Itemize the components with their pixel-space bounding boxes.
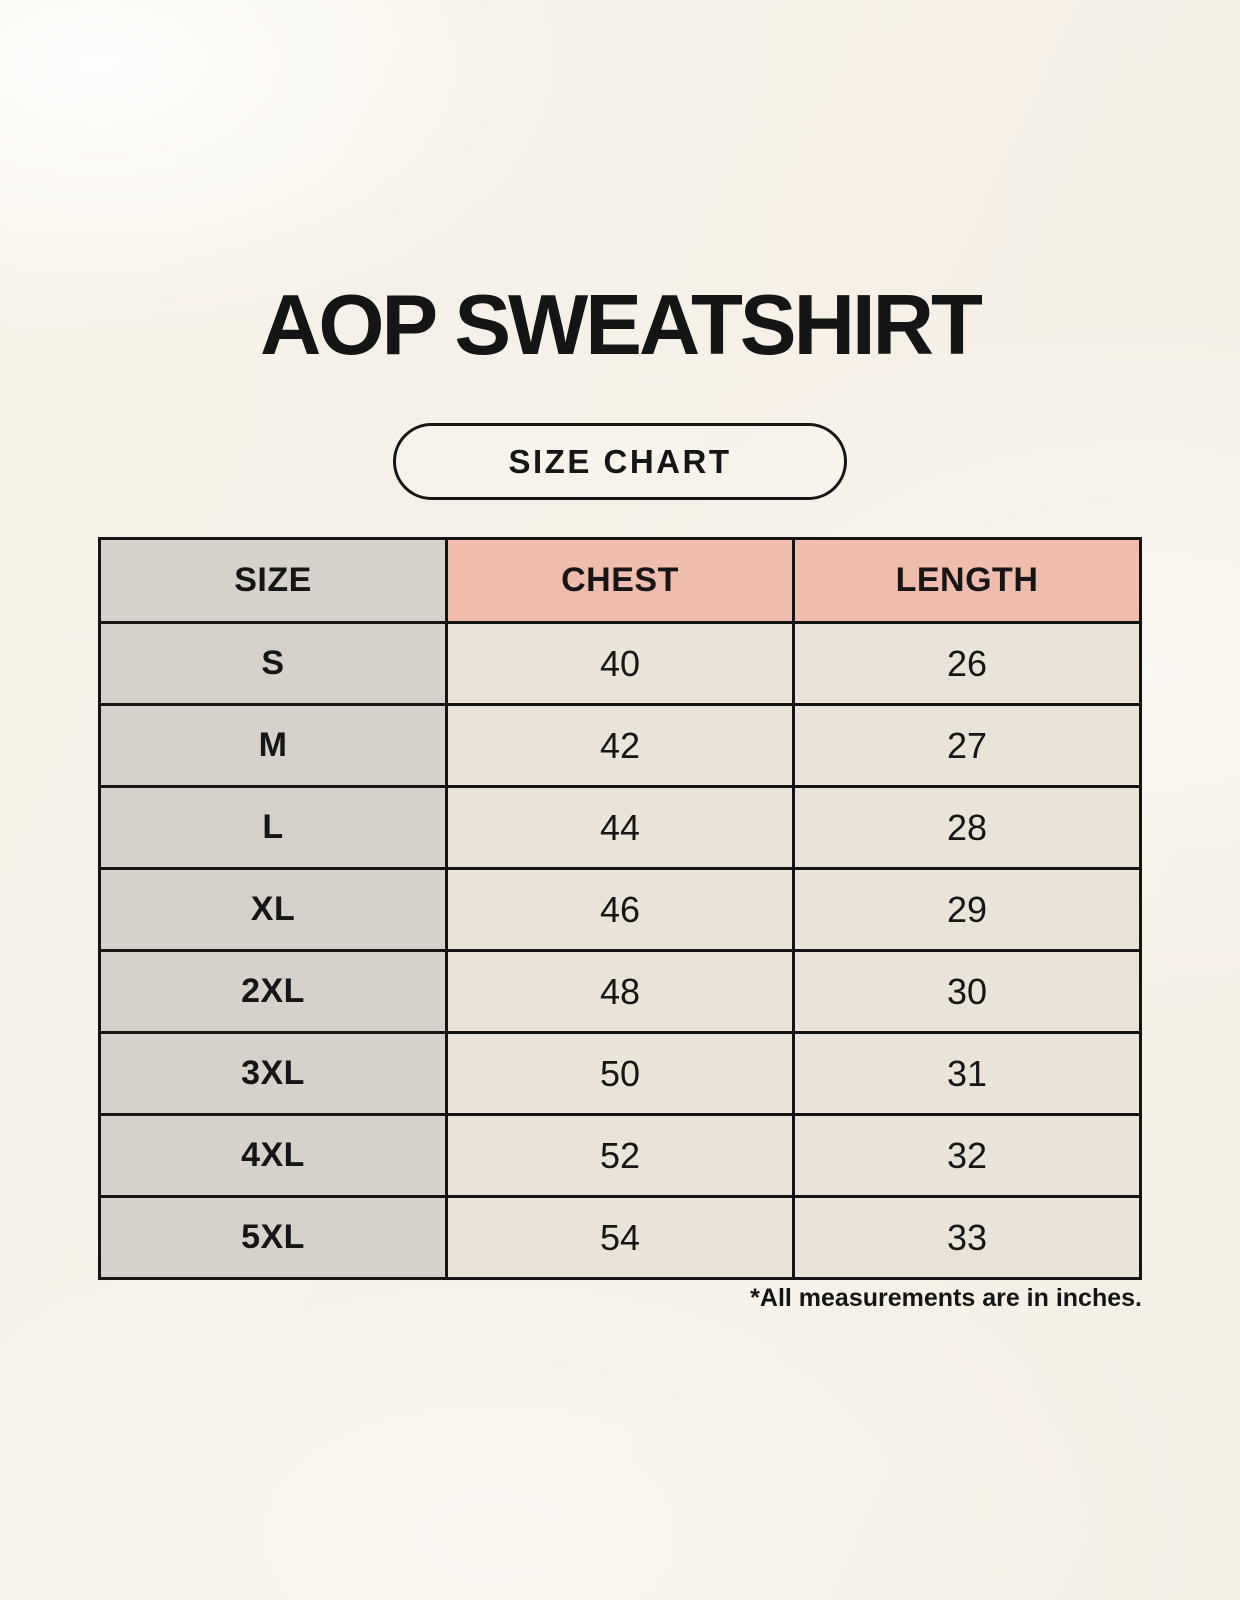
chest-value: 48 — [445, 949, 795, 1034]
size-chart-badge-label: SIZE CHART — [508, 442, 732, 480]
length-value: 33 — [792, 1195, 1142, 1280]
size-chart-table-container: SIZE CHEST LENGTH S 40 26 M 42 27 L 44 2… — [98, 537, 1142, 1280]
column-header-size: SIZE — [98, 537, 448, 624]
size-cell: M — [98, 703, 448, 788]
length-value: 30 — [792, 949, 1142, 1034]
chest-value: 40 — [445, 621, 795, 706]
page-title: AOP SWEATSHIRT — [260, 278, 983, 373]
table-row-4xl: 4XL 52 32 — [98, 1113, 1142, 1198]
table-row-l: L 44 28 — [98, 785, 1142, 870]
table-row-xl: XL 46 29 — [98, 867, 1142, 952]
length-value: 27 — [792, 703, 1142, 788]
chest-value: 50 — [445, 1031, 795, 1116]
size-cell: 5XL — [98, 1195, 448, 1280]
size-cell: L — [98, 785, 448, 870]
column-header-chest: CHEST — [445, 537, 795, 624]
length-value: 28 — [792, 785, 1142, 870]
column-header-length: LENGTH — [792, 537, 1142, 624]
table-row-5xl: 5XL 54 33 — [98, 1195, 1142, 1280]
size-chart-badge: SIZE CHART — [393, 423, 847, 500]
chest-value: 46 — [445, 867, 795, 952]
length-value: 31 — [792, 1031, 1142, 1116]
table-row-2xl: 2XL 48 30 — [98, 949, 1142, 1034]
table-row-3xl: 3XL 50 31 — [98, 1031, 1142, 1116]
table-row-s: S 40 26 — [98, 621, 1142, 706]
length-value: 32 — [792, 1113, 1142, 1198]
size-cell: 2XL — [98, 949, 448, 1034]
chest-value: 42 — [445, 703, 795, 788]
chest-value: 54 — [445, 1195, 795, 1280]
size-cell: 4XL — [98, 1113, 448, 1198]
header-row: SIZE CHEST LENGTH — [98, 537, 1142, 624]
length-value: 26 — [792, 621, 1142, 706]
size-cell: XL — [98, 867, 448, 952]
chest-value: 52 — [445, 1113, 795, 1198]
size-cell: S — [98, 621, 448, 706]
size-chart-table: SIZE CHEST LENGTH S 40 26 M 42 27 L 44 2… — [98, 537, 1142, 1280]
chest-value: 44 — [445, 785, 795, 870]
table-row-m: M 42 27 — [98, 703, 1142, 788]
measurements-footnote: *All measurements are in inches. — [750, 1284, 1142, 1312]
size-cell: 3XL — [98, 1031, 448, 1116]
length-value: 29 — [792, 867, 1142, 952]
